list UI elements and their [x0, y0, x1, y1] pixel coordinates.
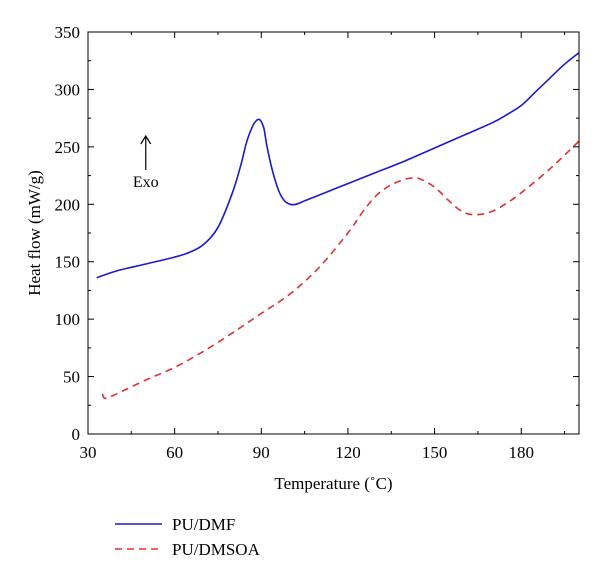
- x-axis-label: Temperature (˚C): [274, 474, 392, 493]
- legend-label-pu-dmf: PU/DMF: [172, 515, 235, 534]
- x-tick-label: 120: [335, 443, 361, 462]
- y-axis-label: Heat flow (mW/g): [25, 170, 44, 296]
- series-line-pu-dmf: [96, 52, 580, 279]
- x-tick-label: 150: [422, 443, 448, 462]
- x-tick-label: 90: [253, 443, 270, 462]
- y-tick-label: 300: [55, 80, 81, 99]
- legend: PU/DMF PU/DMSOA: [115, 515, 261, 559]
- y-tick-label: 100: [55, 310, 81, 329]
- y-tick-label: 50: [63, 368, 80, 387]
- y-tick-label: 200: [55, 195, 81, 214]
- legend-label-pu-dmsoa: PU/DMSOA: [172, 540, 261, 559]
- y-tick-label: 350: [55, 23, 81, 42]
- exo-annotation: Exo: [133, 134, 159, 191]
- y-tick-label: 250: [55, 138, 81, 157]
- x-axis: 30 60 90 120 150 180: [80, 32, 566, 462]
- y-tick-label: 0: [72, 425, 81, 444]
- x-tick-label: 180: [508, 443, 534, 462]
- plot-frame: [87, 31, 580, 435]
- y-axis: 0 50 100 150 200 250 300 350: [55, 23, 579, 444]
- x-tick-label: 30: [80, 443, 97, 462]
- plot-lines: [96, 52, 580, 400]
- exo-arrow-head: [140, 134, 152, 145]
- exo-label: Exo: [133, 174, 159, 191]
- series-line-pu-dmsoa: [101, 140, 580, 400]
- y-tick-label: 150: [55, 253, 81, 272]
- x-tick-label: 60: [166, 443, 183, 462]
